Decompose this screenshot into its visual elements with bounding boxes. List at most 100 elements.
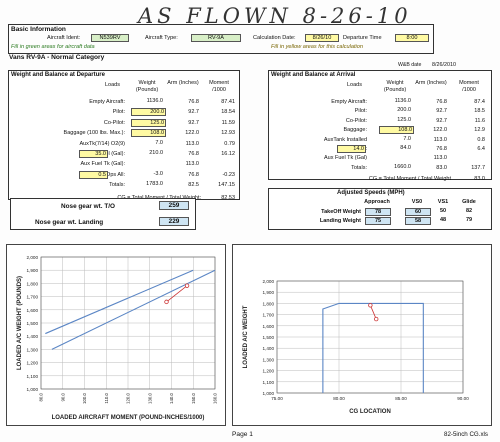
- col-header-loads: Loads: [105, 82, 120, 88]
- col-header-loads: Loads: [347, 82, 362, 88]
- departure-time-label: Departure Time: [343, 35, 382, 41]
- y-tick-label: 1,600: [263, 324, 275, 329]
- moment-cell: 11.59: [221, 119, 235, 126]
- x-tick-label: 100.0: [82, 392, 87, 404]
- aircraft-category: Vans RV-9A - Normal Category: [9, 54, 105, 61]
- fuel-gallons-input[interactable]: 14.0: [337, 145, 366, 153]
- flight-path-line: [166, 285, 188, 303]
- moment-cell: 87.4: [474, 99, 485, 105]
- weight-cell: 7.0: [155, 139, 163, 146]
- col-header: Moment /1000: [459, 80, 479, 93]
- moment-cell: 0.79: [224, 140, 235, 147]
- row-label: Co-Pilot:: [103, 119, 125, 126]
- moment-cell: 0.8: [477, 136, 485, 143]
- weight-cell: -3.0: [153, 170, 163, 177]
- y-axis-label: LOADED A/C WEIGHT: [243, 305, 249, 368]
- x-tick-label: 90.0: [60, 392, 65, 401]
- fuel-gallons-input[interactable]: 0.5: [79, 170, 108, 179]
- moment-cell: 87.41: [221, 99, 235, 105]
- arm-cell: 113.0: [433, 136, 447, 143]
- speed-row-label: Landing Weight: [319, 218, 361, 224]
- arm-cell: 76.8: [436, 99, 447, 105]
- row-label: Grnd Ops All:: [92, 171, 125, 178]
- speed-value: 48: [439, 217, 447, 223]
- data-point: [373, 316, 379, 322]
- row-label: Empty Aircraft:: [89, 99, 125, 105]
- type-value[interactable]: RV-9A: [191, 34, 241, 42]
- moment-chart: 1,000 1,100 1,200 1,300 1,400 1,500 1,600 1,700…: [6, 244, 226, 426]
- row-label: AuxTank Installed: [323, 136, 367, 143]
- col-header: Moment /1000: [209, 80, 229, 93]
- x-axis-label: CG LOCATION: [349, 409, 391, 415]
- arm-cell: 76.8: [436, 146, 447, 152]
- moment-cell: -0.23: [222, 171, 235, 178]
- row-label: Empty Aircraft:: [331, 99, 367, 105]
- row-label: Totals:: [351, 164, 367, 171]
- departure-table: Weight and Balance at Departure Loads Wei…: [8, 70, 240, 201]
- fuel-gallons-input[interactable]: 35.0: [79, 150, 108, 158]
- y-tick-label: 1,100: [27, 374, 39, 379]
- x-tick-label: 80.0: [39, 392, 44, 401]
- moment-cell: 18.5: [474, 108, 485, 115]
- plot-area: [40, 256, 216, 390]
- moment-cell: 16.12: [221, 151, 235, 157]
- data-point: [368, 303, 373, 308]
- nose-gear-landing-value: 229: [159, 217, 189, 226]
- weight-cell: 1783.0: [146, 181, 163, 188]
- weight-cell[interactable]: 125.0: [131, 118, 166, 127]
- y-tick-label: 1,500: [27, 321, 39, 326]
- speed-value: 78: [365, 208, 391, 216]
- arm-cell: 76.8: [188, 151, 199, 157]
- speed-value: 82: [465, 208, 473, 214]
- departure-time-value[interactable]: 8:00: [395, 34, 429, 42]
- envelope-line: [45, 269, 194, 335]
- file-name: 82-5inch CG.xls: [444, 431, 489, 438]
- weight-cell: 84.0: [400, 145, 411, 151]
- speed-value: 58: [405, 217, 431, 225]
- cg-chart: 1,000 1,100 1,200 1,300 1,400 1,500 1,600 1,700…: [232, 244, 492, 426]
- weight-cell[interactable]: 108.0: [131, 129, 166, 138]
- y-tick-label: 1,700: [263, 313, 275, 318]
- weight-cell: 1136.0: [394, 98, 411, 104]
- weight-cell[interactable]: 200.0: [131, 108, 166, 117]
- ident-value[interactable]: N539RV: [91, 34, 129, 42]
- arm-cell: 113.0: [433, 155, 447, 162]
- col-header: Arm (Inches): [415, 80, 447, 86]
- envelope-line: [322, 302, 424, 393]
- speed-header: Glide: [462, 199, 476, 205]
- y-tick-label: 1,000: [263, 391, 275, 396]
- speed-header: VS0: [411, 199, 423, 205]
- page-number: Page 1: [232, 431, 253, 438]
- departure-title: Weight and Balance at Departure: [11, 72, 105, 78]
- weight-cell: 200.0: [397, 107, 411, 114]
- row-label: Baggage (100 lbs. Max.):: [63, 130, 125, 137]
- arrival-table: Weight and Balance at Arrival Loads Weigh…: [268, 70, 492, 183]
- cg-value: 83.0: [474, 176, 485, 183]
- weight-cell: 7.0: [403, 135, 411, 142]
- ident-label: Aircraft Ident:: [47, 35, 81, 41]
- y-tick-label: 1,500: [263, 335, 275, 340]
- weight-cell: 1136.0: [146, 98, 163, 104]
- speed-header: Approach: [364, 199, 390, 205]
- y-tick-label: 1,000: [27, 387, 39, 392]
- x-tick-label: 110.0: [104, 392, 109, 403]
- arm-cell: 76.8: [188, 99, 199, 105]
- moment-cell: 137.7: [471, 164, 485, 171]
- y-tick-label: 1,600: [27, 308, 39, 313]
- nose-gear-box: Nose gear wt. T/O 259 Nose gear wt. Land…: [10, 198, 196, 230]
- x-tick-label: 140.0: [169, 392, 174, 404]
- arm-cell: 82.5: [188, 182, 199, 189]
- nose-gear-landing-label: Nose gear wt. Landing: [35, 219, 104, 226]
- plot-area: [276, 280, 464, 394]
- moment-cell: 6.4: [477, 146, 485, 152]
- x-axis-label: LOADED AIRCRAFT MOMENT (POUND-INCHES/100…: [52, 415, 205, 421]
- nose-gear-to-label: Nose gear wt. T/O: [61, 203, 115, 210]
- moment-cell: 11.6: [474, 117, 485, 124]
- weight-cell[interactable]: 108.0: [379, 126, 414, 135]
- calc-date-value[interactable]: 8/26/10: [305, 34, 339, 42]
- arm-cell: 92.7: [436, 117, 447, 124]
- yellow-note: Fill in yellow areas for this calculatio…: [271, 44, 364, 50]
- row-label: Aux Fuel Tk (Gal): [324, 155, 367, 162]
- basic-info-row: Aircraft Ident: N539RV Aircraft Type: RV…: [9, 34, 433, 43]
